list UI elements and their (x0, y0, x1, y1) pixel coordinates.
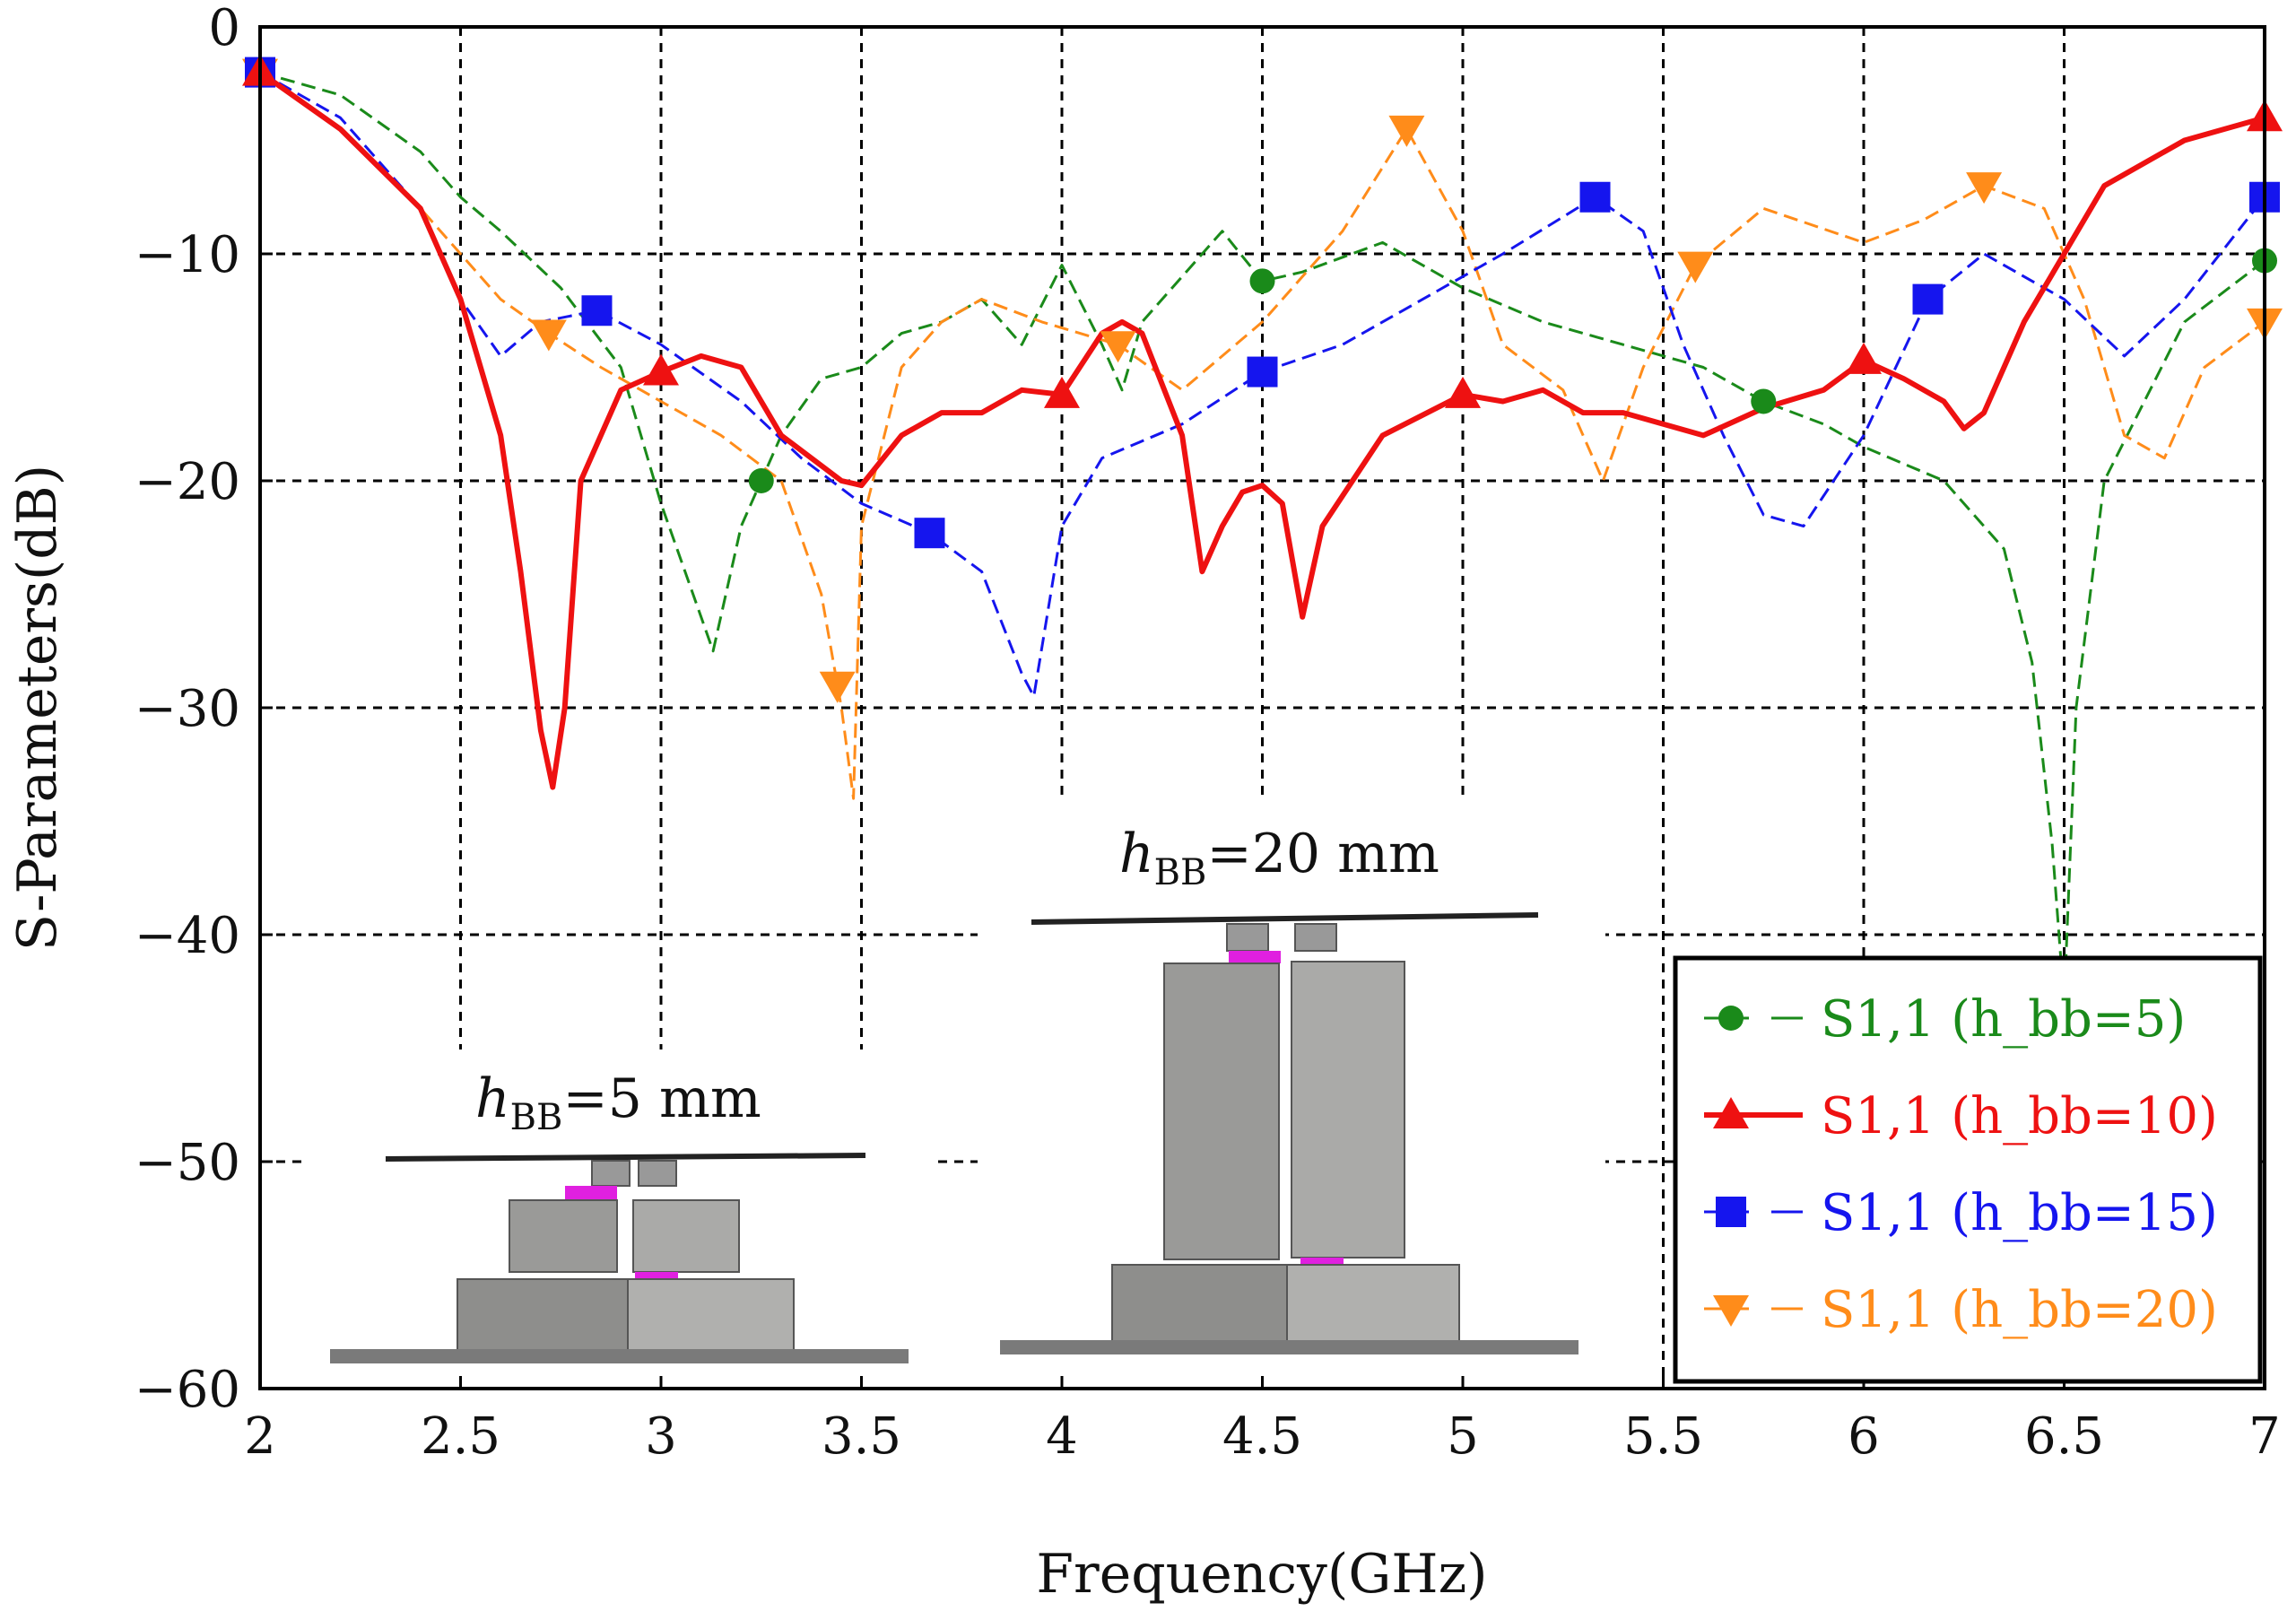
series-marker-s1-1-h-bb-10-3 (1445, 376, 1481, 408)
legend-entry-s1-1-h-bb-10: S1,1 (h_bb=10) (1704, 1087, 2218, 1145)
series-marker-s1-1-h-bb-10-1 (643, 353, 679, 386)
x-tick-label-2: 3 (645, 1407, 677, 1466)
y-tick-label-1: −10 (135, 226, 240, 284)
x-tick-label-5: 4.5 (1222, 1407, 1302, 1466)
series-marker-s1-1-h-bb-15-3 (1247, 356, 1278, 388)
y-tick-label-5: −50 (135, 1134, 240, 1192)
series-marker-s1-1-h-bb-15-4 (1579, 181, 1611, 213)
legend-label-s1-1-h-bb-15: S1,1 (h_bb=15) (1821, 1184, 2218, 1242)
x-tick-label-3: 3.5 (822, 1407, 901, 1466)
inset-label-20mm-rest: =20 mm (1206, 823, 1439, 885)
legend-swatch-marker-s1-1-h-bb-5 (1718, 1006, 1744, 1031)
series-marker-s1-1-h-bb-20-5 (1677, 251, 1714, 283)
series-marker-s1-1-h-bb-15-2 (914, 518, 945, 549)
y-tick-label-4: −40 (135, 907, 240, 965)
series-marker-s1-1-h-bb-10-2 (1044, 376, 1080, 408)
series-line-s1-1-h-bb-20 (259, 71, 2266, 800)
series-marker-s1-1-h-bb-5-2 (1249, 268, 1275, 294)
x-tick-label-9: 6.5 (2024, 1407, 2104, 1466)
series-marker-s1-1-h-bb-5-3 (1751, 388, 1777, 414)
series-marker-s1-1-h-bb-5-1 (748, 468, 774, 493)
inset-label-20mm: hBB=20 mm (1119, 823, 1439, 893)
series-marker-s1-1-h-bb-20-2 (819, 671, 856, 703)
y-tick-label-3: −30 (135, 680, 240, 738)
legend-label-s1-1-h-bb-5: S1,1 (h_bb=5) (1821, 990, 2186, 1049)
legend-box (1673, 955, 2263, 1384)
y-axis-label: S-Parameters(dB) (6, 465, 69, 951)
series-marker-s1-1-h-bb-20-6 (1966, 172, 2003, 205)
x-tick-label-4: 4 (1046, 1407, 1078, 1466)
series-marker-s1-1-h-bb-15-1 (581, 295, 613, 327)
plot-markers (242, 54, 2283, 703)
series-line-s1-1-h-bb-5 (259, 71, 2266, 1005)
series-marker-s1-1-h-bb-20-3 (1100, 331, 1136, 363)
x-axis-label: Frequency(GHz) (1036, 1543, 1487, 1606)
legend: S1,1 (h_bb=5) S1,1 (h_bb=10) S1,1 (h_bb=15… (1673, 955, 2263, 1384)
inset-label-5mm: hBB=5 mm (475, 1067, 761, 1138)
x-tick-label-1: 2.5 (421, 1407, 500, 1466)
legend-swatch-marker-s1-1-h-bb-20 (1713, 1295, 1749, 1327)
legend-label-s1-1-h-bb-10: S1,1 (h_bb=10) (1821, 1087, 2218, 1145)
legend-entry-s1-1-h-bb-5: S1,1 (h_bb=5) (1704, 990, 2186, 1049)
legend-label-s1-1-h-bb-20: S1,1 (h_bb=20) (1821, 1281, 2218, 1339)
x-tick-label-7: 5.5 (1623, 1407, 1703, 1466)
legend-swatch-marker-s1-1-h-bb-10 (1713, 1097, 1749, 1128)
inset-hbb-20mm: hBB=20 mm (978, 798, 1605, 1390)
x-tick-label-0: 2 (244, 1407, 276, 1466)
inset-label-20mm-sub: BB (1154, 852, 1207, 893)
series-marker-s1-1-h-bb-20-1 (530, 319, 567, 352)
series-marker-s1-1-h-bb-20-4 (1388, 115, 1425, 147)
y-tick-label-2: −20 (135, 453, 240, 511)
inset-label-5mm-sub: BB (510, 1097, 563, 1138)
y-tick-label-0: 0 (208, 0, 240, 57)
series-line-s1-1-h-bb-15 (259, 71, 2266, 698)
series-marker-s1-1-h-bb-15-5 (1912, 283, 1944, 315)
x-tick-label-6: 5 (1447, 1407, 1479, 1466)
inset-label-5mm-h: h (475, 1067, 510, 1130)
series-marker-s1-1-h-bb-10-4 (1846, 342, 1882, 374)
legend-entries: S1,1 (h_bb=5) S1,1 (h_bb=10) S1,1 (h_bb=15… (1704, 990, 2218, 1339)
legend-entry-s1-1-h-bb-20: S1,1 (h_bb=20) (1704, 1281, 2218, 1339)
inset-hbb-5mm: hBB=5 mm (305, 1050, 933, 1390)
x-tick-label-8: 6 (1848, 1407, 1880, 1466)
legend-entry-s1-1-h-bb-15: S1,1 (h_bb=15) (1704, 1184, 2218, 1242)
axis-ticks: 2 2.5 3 3.5 4 4.5 5 5.5 6 6.5 7 0 −10 −20 −30 −40 −50 −60 (135, 0, 2281, 1466)
inset-label-20mm-h: h (1119, 823, 1154, 885)
y-tick-label-6: −60 (135, 1361, 240, 1419)
x-tick-label-10: 7 (2248, 1407, 2281, 1466)
inset-label-5mm-rest: =5 mm (562, 1067, 761, 1130)
legend-swatch-marker-s1-1-h-bb-15 (1716, 1197, 1746, 1227)
